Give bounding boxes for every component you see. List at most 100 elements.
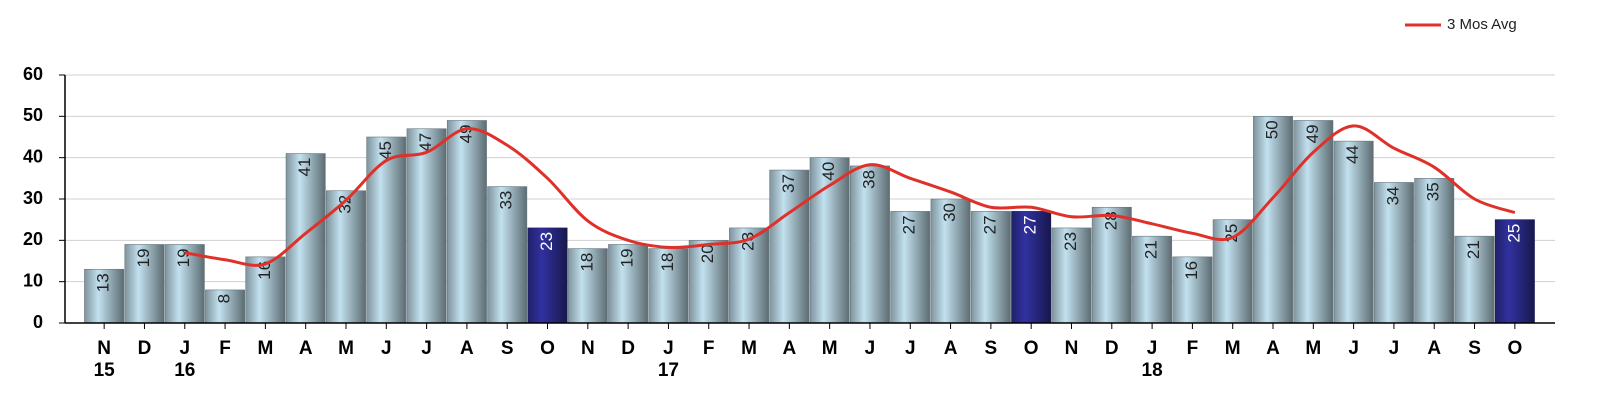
- y-tick-label: 50: [23, 105, 43, 125]
- x-tick-label: J: [1389, 338, 1400, 359]
- x-tick-label: O: [1507, 338, 1522, 359]
- bar: [1051, 227, 1092, 324]
- x-tick-label: J: [663, 338, 674, 359]
- value-label: 38: [859, 170, 878, 189]
- value-label: 18: [658, 253, 677, 272]
- value-label: 27: [1021, 215, 1040, 234]
- value-label: 21: [1142, 240, 1161, 259]
- bar: [769, 169, 810, 324]
- x-tick-label: S: [1468, 338, 1481, 359]
- x-tick-label: O: [1024, 338, 1039, 359]
- bar: [1172, 256, 1213, 324]
- legend-label: 3 Mos Avg: [1447, 16, 1517, 33]
- value-label: 50: [1262, 120, 1281, 139]
- bar: [1333, 140, 1374, 324]
- x-tick-label: J: [381, 338, 392, 359]
- value-label: 21: [1464, 240, 1483, 259]
- y-tick-label: 30: [23, 188, 43, 208]
- bar: [285, 153, 326, 324]
- x-tick-label: J: [1147, 338, 1158, 359]
- value-label: 20: [698, 244, 717, 263]
- bar: [1293, 120, 1334, 324]
- x-tick-label: S: [501, 338, 514, 359]
- x-tick-label: M: [257, 338, 273, 359]
- value-label: 19: [618, 248, 637, 267]
- x-tick-label: M: [741, 338, 757, 359]
- bar: [850, 165, 890, 324]
- bar: [487, 186, 528, 324]
- value-label: 49: [456, 124, 475, 143]
- x-tick-label: N: [581, 338, 595, 359]
- y-tick-label: 10: [23, 270, 43, 290]
- value-label: 25: [1504, 224, 1523, 243]
- value-label: 49: [1303, 124, 1322, 143]
- x-tick-label: J: [1348, 338, 1359, 359]
- bar: [809, 157, 850, 324]
- x-tick-label: S: [985, 338, 998, 359]
- value-label: 41: [295, 158, 314, 177]
- value-label: 37: [779, 174, 798, 193]
- x-tick-label: M: [1305, 338, 1321, 359]
- bar: [527, 227, 568, 324]
- y-tick-label: 0: [33, 312, 43, 332]
- value-label: 13: [94, 273, 113, 292]
- x-tick-label: J: [421, 338, 432, 359]
- bar: [1011, 211, 1052, 324]
- x-tick-label: D: [1105, 338, 1119, 359]
- value-label: 47: [416, 133, 435, 152]
- bar: [567, 248, 608, 324]
- value-label: 19: [134, 248, 153, 267]
- y-tick-label: 40: [23, 146, 43, 166]
- x-year-label: 17: [658, 360, 679, 381]
- x-tick-label: A: [1427, 338, 1441, 359]
- bar: [890, 211, 931, 324]
- x-tick-label: M: [1225, 338, 1241, 359]
- bar: [406, 128, 447, 324]
- value-label: 27: [980, 215, 999, 234]
- x-tick-label: N: [97, 338, 111, 359]
- x-tick-label: F: [1187, 338, 1199, 359]
- bar: [608, 244, 649, 324]
- value-label: 35: [1424, 182, 1443, 201]
- bar: [930, 198, 971, 324]
- value-label: 34: [1383, 186, 1402, 205]
- value-label: 32: [335, 195, 354, 214]
- value-label: 45: [376, 141, 395, 160]
- x-tick-label: A: [460, 338, 474, 359]
- x-tick-label: O: [540, 338, 555, 359]
- x-tick-label: D: [138, 338, 152, 359]
- value-label: 19: [174, 248, 193, 267]
- value-label: 27: [900, 215, 919, 234]
- x-tick-label: F: [219, 338, 231, 359]
- value-label: 23: [537, 232, 556, 251]
- y-tick-label: 60: [23, 64, 43, 84]
- x-tick-label: D: [621, 338, 635, 359]
- y-tick-label: 20: [23, 229, 43, 249]
- bar: [1454, 235, 1495, 324]
- x-year-label: 15: [94, 360, 116, 381]
- bar: [1414, 178, 1455, 324]
- value-label: 30: [940, 203, 959, 222]
- x-tick-label: F: [703, 338, 715, 359]
- x-tick-label: A: [782, 338, 796, 359]
- value-label: 40: [819, 162, 838, 181]
- x-tick-label: N: [1065, 338, 1079, 359]
- bar: [84, 268, 125, 324]
- bar: [648, 248, 689, 324]
- x-tick-label: J: [179, 338, 190, 359]
- bar: [205, 289, 246, 324]
- x-tick-label: A: [1266, 338, 1280, 359]
- x-tick-label: J: [865, 338, 876, 359]
- bar: [446, 120, 487, 324]
- value-label: 18: [577, 253, 596, 272]
- bar: [1091, 206, 1132, 324]
- bar: [124, 244, 165, 324]
- x-tick-label: A: [299, 338, 313, 359]
- x-tick-label: A: [944, 338, 958, 359]
- bar: [688, 240, 729, 324]
- bar: [245, 256, 286, 324]
- x-year-label: 18: [1142, 360, 1163, 381]
- value-label: 23: [1061, 232, 1080, 251]
- value-label: 8: [215, 294, 234, 303]
